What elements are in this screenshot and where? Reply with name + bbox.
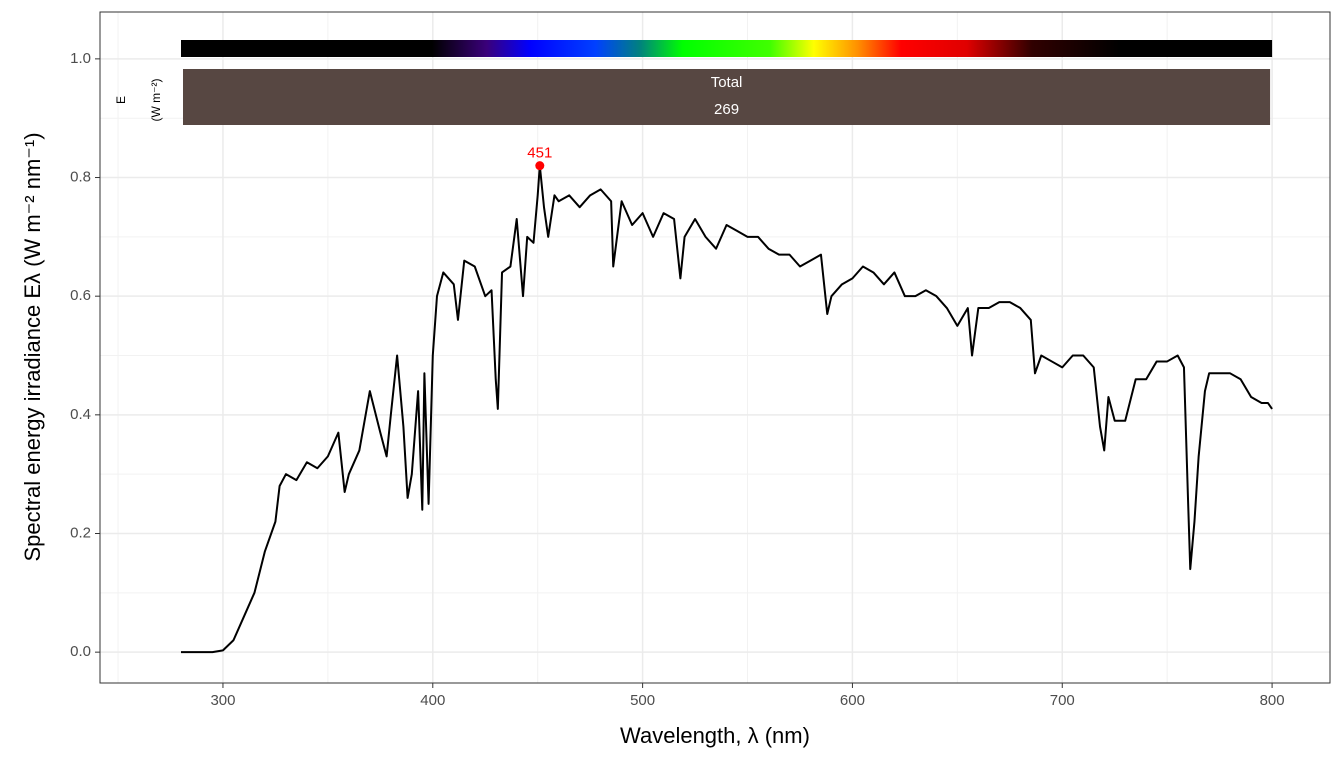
y-tick-label: 0.8 [70,168,91,185]
x-tick-label: 500 [630,692,655,709]
x-axis-title: Wavelength, λ (nm) [620,723,810,748]
peak-label: 451 [527,145,552,162]
wavelength-color-strip [180,40,1273,57]
y-tick-label: 0.2 [70,524,91,541]
x-tick-label: 300 [210,692,235,709]
summary-label: Total [711,74,743,91]
x-tick-label: 600 [840,692,865,709]
y-tick-label: 0.4 [70,406,91,423]
spectrum-line [180,164,1273,654]
y-tick-label: 0.6 [70,287,91,304]
y-tick-label: 1.0 [70,50,91,67]
x-tick-label: 800 [1260,692,1285,709]
y-tick-label: 0.0 [70,643,91,660]
summary-value: 269 [714,101,739,118]
x-tick-label: 700 [1050,692,1075,709]
peak-point [535,161,545,171]
panel-border [99,11,1331,684]
summary-quantity: E [114,96,128,104]
y-axis-title: Spectral energy irradiance Eλ (W m⁻² nm⁻… [20,132,45,561]
summary-unit: (W m⁻²) [149,79,163,122]
x-tick-label: 400 [420,692,445,709]
summary-box [182,69,1271,125]
